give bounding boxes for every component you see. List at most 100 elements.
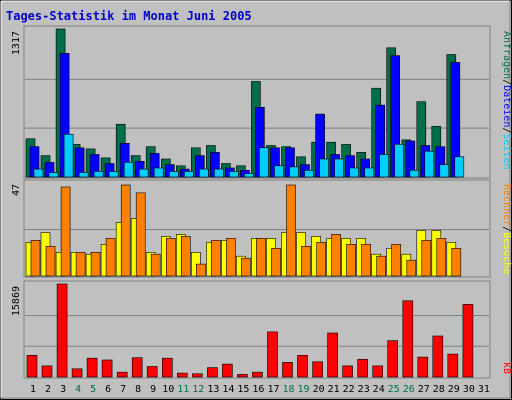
bar-rechner-day-24 [376, 255, 387, 277]
bar-rechner-day-8 [135, 192, 146, 277]
bar-seiten-day-1 [33, 168, 44, 178]
bar-seiten-day-10 [169, 171, 179, 178]
bar-rechner-day-9 [150, 253, 161, 277]
bar-kb-day-28 [432, 335, 444, 378]
bar-seiten-day-8 [138, 168, 149, 178]
day-label: 21 [328, 384, 340, 395]
bar-rechner-day-12 [196, 263, 206, 277]
bar-kb-day-11 [177, 372, 188, 378]
legend-separator: / [501, 79, 512, 85]
panel-visits-legend: Rechner/Besuche [501, 184, 512, 274]
bar-seiten-day-3 [63, 134, 74, 178]
bar-kb-day-10 [162, 357, 173, 378]
bar-rechner-day-19 [301, 246, 311, 277]
legend-item: kB [501, 362, 512, 374]
panel-kbytes-legend: kB [501, 362, 512, 374]
bar-seiten-day-18 [289, 166, 299, 178]
bar-rechner-day-6 [105, 238, 116, 277]
legend-item: Dateien [501, 85, 512, 127]
bar-rechner-day-18 [286, 184, 296, 277]
bar-kb-day-3 [56, 283, 68, 378]
day-label: 2 [45, 384, 51, 395]
day-label: 18 [282, 384, 294, 395]
day-label: 19 [297, 384, 309, 395]
bar-kb-day-9 [146, 366, 158, 378]
day-label: 1 [30, 384, 36, 395]
bar-kb-day-7 [116, 371, 128, 378]
day-label: 28 [433, 384, 445, 395]
day-label: 16 [252, 384, 264, 395]
bar-kb-day-19 [297, 354, 308, 378]
bar-seiten-day-16 [259, 147, 269, 178]
bar-seiten-day-20 [319, 158, 329, 178]
day-label: 5 [90, 384, 96, 395]
day-label: 26 [403, 384, 415, 395]
legend-item: Besuche [501, 232, 512, 274]
bar-kb-day-26 [402, 300, 414, 378]
day-label: 12 [192, 384, 204, 395]
day-label: 10 [162, 384, 174, 395]
bar-seiten-day-4 [78, 172, 89, 178]
bar-seiten-day-23 [364, 167, 375, 178]
bar-seiten-day-17 [274, 165, 284, 178]
bar-kb-day-30 [462, 303, 474, 378]
bar-rechner-day-5 [90, 252, 101, 277]
bar-rechner-day-25 [391, 244, 402, 277]
day-label: 27 [418, 384, 430, 395]
bar-seiten-day-25 [394, 144, 405, 178]
bar-kb-day-2 [41, 365, 53, 378]
bar-kb-day-29 [447, 353, 459, 378]
bar-seiten-day-26 [409, 170, 420, 178]
bar-rechner-day-22 [346, 244, 356, 277]
bar-seiten-day-7 [123, 162, 134, 178]
day-label: 22 [343, 384, 355, 395]
day-label: 31 [478, 384, 490, 395]
bar-seiten-day-13 [214, 168, 224, 178]
bar-seiten-day-19 [304, 170, 314, 178]
legend-item: Anfragen [501, 31, 512, 79]
bar-kb-day-23 [357, 359, 369, 378]
bar-kb-day-5 [86, 357, 98, 378]
panel-hits-bars [25, 28, 465, 178]
panel-kbytes-bars [26, 283, 474, 378]
day-label: 9 [150, 384, 156, 395]
bar-seiten-day-9 [153, 167, 164, 178]
bar-rechner-day-28 [436, 238, 447, 277]
day-label: 15 [237, 384, 249, 395]
day-label: 7 [120, 384, 126, 395]
bar-rechner-day-4 [75, 252, 86, 277]
bar-kb-day-13 [207, 367, 218, 378]
panel-hits-ymax-label: 1317 [11, 31, 22, 55]
legend-separator: / [501, 127, 512, 133]
panel-visits-ymax-label: 47 [11, 184, 22, 196]
bar-rechner-day-20 [316, 242, 326, 277]
bar-rechner-day-14 [226, 238, 236, 277]
bar-kb-day-25 [387, 340, 399, 378]
bar-seiten-day-21 [334, 158, 344, 178]
panel-kbytes-ymax-label: 15869 [11, 286, 22, 316]
bar-seiten-day-6 [108, 171, 119, 178]
bar-rechner-day-29 [451, 248, 462, 277]
bar-seiten-day-11 [184, 171, 194, 178]
legend-separator: / [501, 226, 512, 232]
chart-title: Tages-Statistik im Monat Juni 2005 [6, 9, 252, 23]
day-axis: 1 2 3 4 5 6 7 8 9 10 11 12 13 14 15 16 17 18 19 20 21 22 23 24 2… [30, 384, 490, 395]
bar-rechner-day-2 [45, 246, 56, 277]
bar-seiten-day-14 [229, 171, 239, 178]
day-label: 17 [267, 384, 279, 395]
bar-kb-day-22 [342, 365, 353, 378]
bar-rechner-day-1 [30, 240, 41, 277]
day-label: 14 [222, 384, 234, 395]
bar-seiten-day-29 [454, 156, 465, 178]
bar-kb-day-16 [252, 371, 263, 378]
day-label: 4 [75, 384, 81, 395]
bar-rechner-day-26 [406, 259, 417, 277]
panel-visits-bars [25, 184, 462, 277]
bar-seiten-day-28 [439, 164, 450, 178]
bar-kb-day-12 [192, 373, 203, 378]
bar-kb-day-14 [222, 363, 233, 378]
bar-seiten-day-22 [349, 167, 359, 178]
day-label: 30 [463, 384, 475, 395]
bar-seiten-day-15 [244, 173, 254, 178]
